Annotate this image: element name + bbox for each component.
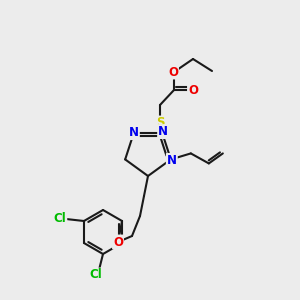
Text: N: N bbox=[129, 126, 139, 139]
Text: N: N bbox=[158, 125, 168, 138]
Text: N: N bbox=[167, 154, 177, 167]
Text: O: O bbox=[188, 83, 198, 97]
Text: S: S bbox=[156, 116, 164, 130]
Text: Cl: Cl bbox=[90, 268, 102, 281]
Text: Cl: Cl bbox=[54, 212, 66, 226]
Text: O: O bbox=[113, 236, 123, 248]
Text: O: O bbox=[168, 65, 178, 79]
